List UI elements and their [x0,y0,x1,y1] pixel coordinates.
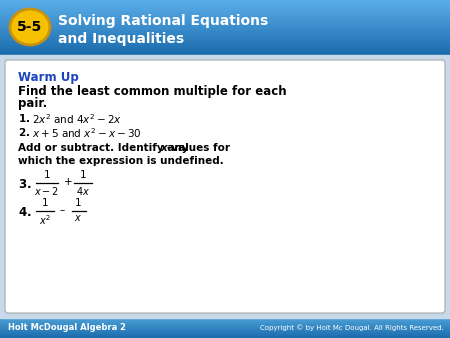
Bar [0,335,450,336]
Bar [0,51,450,52]
Bar [0,333,450,334]
Text: -values for: -values for [167,143,230,153]
Bar [0,3,450,4]
Bar [0,332,450,333]
Bar [0,322,450,323]
Text: pair.: pair. [18,97,47,110]
Text: 1: 1 [42,198,48,208]
Text: 1: 1 [75,198,81,208]
Bar [0,1,450,3]
Bar [0,327,450,328]
Bar [0,0,450,1]
Bar [0,36,450,37]
Bar [0,14,450,15]
Bar [0,45,450,47]
Bar [0,331,450,332]
Bar [0,334,450,335]
Bar [0,44,450,45]
Text: –: – [60,205,65,215]
Text: $2x^2$ and $4x^2 - 2x$: $2x^2$ and $4x^2 - 2x$ [32,112,122,126]
Bar [0,37,450,39]
Text: Solving Rational Equations: Solving Rational Equations [58,14,268,28]
Bar [0,48,450,49]
Bar [0,320,450,321]
Bar [0,17,450,18]
Bar [0,33,450,34]
Bar [0,321,450,322]
Bar [0,19,450,21]
Bar [0,23,450,25]
Bar [0,9,450,11]
Bar [0,52,450,54]
Text: Warm Up: Warm Up [18,71,79,84]
Bar [0,324,450,325]
Bar [0,4,450,5]
Text: and Inequalities: and Inequalities [58,32,184,46]
Bar [0,318,450,319]
Bar [0,54,450,55]
Bar [0,34,450,36]
Text: $\mathbf{4.}$: $\mathbf{4.}$ [18,206,32,219]
Bar [0,5,450,7]
Bar [0,8,450,9]
Text: x: x [160,143,167,153]
Bar [0,328,450,329]
Bar [0,30,450,32]
Bar [0,15,450,17]
Bar [0,26,450,27]
Text: $x$: $x$ [74,213,82,223]
Text: +: + [64,177,72,187]
Text: Holt McDougal Algebra 2: Holt McDougal Algebra 2 [8,323,126,333]
Bar [0,319,450,320]
Bar [0,47,450,48]
Text: $4x$: $4x$ [76,185,90,197]
Ellipse shape [10,9,50,45]
Text: $\mathbf{3.}$: $\mathbf{3.}$ [18,178,32,191]
Bar [0,43,450,44]
Text: Add or subtract. Identify any: Add or subtract. Identify any [18,143,192,153]
Bar [0,41,450,43]
Text: 5-5: 5-5 [18,20,43,34]
Text: 1: 1 [44,170,50,180]
Text: $x + 5$ and $x^2 - x - 30$: $x + 5$ and $x^2 - x - 30$ [32,126,141,140]
Bar [0,336,450,337]
Text: 1: 1 [80,170,86,180]
Bar [0,39,450,40]
Bar [0,337,450,338]
Text: Copyright © by Holt Mc Dougal. All Rights Reserved.: Copyright © by Holt Mc Dougal. All Right… [260,325,444,331]
Bar [0,49,450,51]
Bar [0,22,450,23]
Bar [0,55,450,318]
Bar [0,27,450,29]
FancyBboxPatch shape [5,60,445,313]
Text: $\mathbf{2.}$: $\mathbf{2.}$ [18,126,30,138]
Text: $x^2$: $x^2$ [39,213,51,227]
Bar [0,32,450,33]
Bar [0,29,450,30]
Bar [0,40,450,41]
Bar [0,11,450,13]
Bar [0,21,450,22]
Bar [0,13,450,14]
Text: Find the least common multiple for each: Find the least common multiple for each [18,85,287,98]
Bar [0,326,450,327]
Bar [0,329,450,330]
Text: which the expression is undefined.: which the expression is undefined. [18,156,224,166]
Text: $x - 2$: $x - 2$ [34,185,59,197]
Bar [0,330,450,331]
Bar [0,7,450,8]
Bar [0,18,450,19]
Bar [0,25,450,26]
Bar [0,323,450,324]
Bar [0,325,450,326]
Text: $\mathbf{1.}$: $\mathbf{1.}$ [18,112,30,124]
